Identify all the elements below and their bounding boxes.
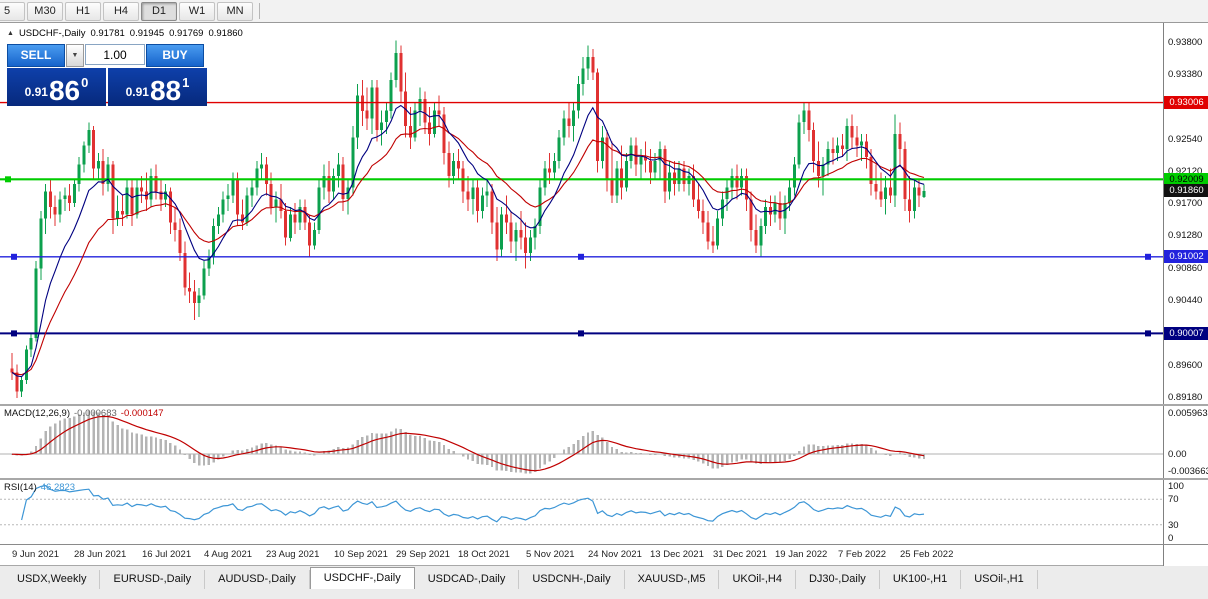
price-scale-label: 0.93380 bbox=[1168, 68, 1203, 80]
rsi-panel[interactable] bbox=[0, 480, 1163, 544]
tab-usoil-h1[interactable]: USOil-,H1 bbox=[961, 570, 1038, 589]
tab-dj30-daily[interactable]: DJ30-,Daily bbox=[796, 570, 880, 589]
price-scale-label: 0.90860 bbox=[1168, 262, 1203, 274]
date-label: 23 Aug 2021 bbox=[266, 549, 320, 560]
rsi-scale-label: 70 bbox=[1168, 494, 1179, 506]
ohlc-low: 0.91769 bbox=[169, 28, 204, 39]
macd-scale-label: 0.005963 bbox=[1168, 408, 1208, 419]
timeframe-5[interactable]: 5 bbox=[0, 1, 25, 21]
ohlc-high: 0.91945 bbox=[129, 28, 165, 39]
price-scale-label: 0.92540 bbox=[1168, 133, 1203, 145]
price-scale[interactable]: 0.93800 0.93380 0.92540 0.92120 0.91700 0.912… bbox=[1163, 23, 1208, 566]
macd-scale-label: 0.00 bbox=[1168, 449, 1187, 461]
tab-usdcad-daily[interactable]: USDCAD-,Daily bbox=[415, 570, 520, 589]
price-line-badge: 0.91002 bbox=[1164, 250, 1208, 264]
date-label: 31 Dec 2021 bbox=[713, 549, 767, 560]
rsi-scale-label: 30 bbox=[1168, 519, 1179, 531]
buy-price-pipette: 1 bbox=[182, 75, 190, 90]
tab-usdchf-daily[interactable]: USDCHF-,Daily bbox=[309, 567, 415, 589]
symbol-label: USDCHF-,Daily bbox=[18, 28, 86, 39]
price-line-badge: 0.90007 bbox=[1164, 326, 1208, 340]
ohlc-open: 0.91781 bbox=[90, 28, 125, 39]
sell-price-prefix: 0.91 bbox=[24, 85, 48, 99]
rsi-value: 46.2823 bbox=[40, 482, 76, 493]
macd-name: MACD(12,26,9) bbox=[4, 408, 70, 419]
date-label: 4 Aug 2021 bbox=[204, 549, 253, 560]
date-label: 10 Sep 2021 bbox=[334, 549, 388, 560]
date-label: 19 Jan 2022 bbox=[775, 549, 828, 560]
time-scale-border bbox=[0, 544, 1208, 545]
timeframe-mn[interactable]: MN bbox=[217, 1, 253, 21]
timeframe-h1[interactable]: H1 bbox=[65, 1, 101, 21]
price-line-badge: 0.93006 bbox=[1164, 96, 1208, 110]
date-label: 29 Sep 2021 bbox=[396, 549, 450, 560]
price-line-badge: 0.91860 bbox=[1164, 184, 1208, 198]
date-label: 18 Oct 2021 bbox=[458, 549, 510, 560]
sell-price-pipette: 0 bbox=[81, 75, 89, 90]
tab-usdx-weekly[interactable]: USDX,Weekly bbox=[4, 570, 101, 589]
date-label: 9 Jun 2021 bbox=[12, 549, 60, 560]
chart-info-line: ▲ USDCHF-,Daily 0.91781 0.91945 0.91769 … bbox=[7, 28, 243, 39]
sell-button[interactable]: SELL bbox=[7, 44, 65, 67]
volume-input[interactable] bbox=[85, 44, 145, 65]
tab-uk100-h1[interactable]: UK100-,H1 bbox=[880, 570, 962, 589]
macd-panel[interactable] bbox=[0, 406, 1163, 478]
panel-separator-macd[interactable] bbox=[0, 404, 1208, 406]
date-label: 24 Nov 2021 bbox=[588, 549, 642, 560]
chart-region: ▲ USDCHF-,Daily 0.91781 0.91945 0.91769 … bbox=[0, 22, 1208, 566]
rsi-scale-label: 100 bbox=[1168, 481, 1184, 492]
price-chart[interactable] bbox=[0, 23, 1163, 404]
timeframe-m30[interactable]: M30 bbox=[27, 1, 63, 21]
tab-ukoil-h4[interactable]: UKOil-,H4 bbox=[719, 570, 796, 589]
date-label: 7 Feb 2022 bbox=[838, 549, 887, 560]
trade-panel-collapse-icon[interactable]: ▲ bbox=[7, 30, 14, 37]
chart-tabbar: USDX,Weekly EURUSD-,Daily AUDUSD-,Daily USD… bbox=[0, 565, 1208, 589]
price-scale-label: 0.91280 bbox=[1168, 230, 1203, 242]
date-label: 13 Dec 2021 bbox=[650, 549, 704, 560]
price-scale-label: 0.93800 bbox=[1168, 36, 1203, 48]
tab-xauusd-m5[interactable]: XAUUSD-,M5 bbox=[625, 570, 720, 589]
tab-usdcnh-daily[interactable]: USDCNH-,Daily bbox=[519, 570, 625, 589]
rsi-label: RSI(14) 46.2823 bbox=[4, 482, 75, 493]
tab-audusd-daily[interactable]: AUDUSD-,Daily bbox=[205, 570, 310, 589]
date-label: 25 Feb 2022 bbox=[900, 549, 954, 560]
panel-separator-rsi[interactable] bbox=[0, 478, 1208, 480]
buy-price-big: 88 bbox=[149, 75, 182, 106]
macd-main-value: -0.000683 bbox=[74, 408, 117, 419]
date-label: 28 Jun 2021 bbox=[74, 549, 127, 560]
date-label: 5 Nov 2021 bbox=[526, 549, 575, 560]
buy-price-prefix: 0.91 bbox=[125, 85, 149, 99]
price-scale-label: 0.89180 bbox=[1168, 392, 1203, 404]
ohlc-close: 0.91860 bbox=[208, 28, 243, 39]
timeframe-h4[interactable]: H4 bbox=[103, 1, 139, 21]
chevron-down-icon: ▼ bbox=[71, 52, 79, 59]
volume-dropdown-button[interactable]: ▼ bbox=[66, 44, 84, 67]
buy-price-display[interactable]: 0.91 88 1 bbox=[108, 68, 207, 106]
price-scale-label: 0.91700 bbox=[1168, 198, 1203, 210]
price-line-badge: 0.92009 bbox=[1164, 172, 1208, 186]
bottom-strip bbox=[0, 589, 1208, 599]
macd-scale-label: -0.003663 bbox=[1168, 466, 1208, 477]
price-scale-label: 0.92120 bbox=[1168, 165, 1203, 177]
tab-eurusd-daily[interactable]: EURUSD-,Daily bbox=[100, 570, 206, 589]
date-label: 16 Jul 2021 bbox=[142, 549, 192, 560]
macd-label: MACD(12,26,9) -0.000683 -0.000147 bbox=[4, 408, 164, 419]
sell-price-big: 86 bbox=[48, 75, 81, 106]
price-scale-label: 0.89600 bbox=[1168, 359, 1203, 371]
toolbar-separator bbox=[259, 3, 260, 19]
timeframe-d1[interactable]: D1 bbox=[141, 1, 177, 21]
price-scale-label: 0.90440 bbox=[1168, 295, 1203, 307]
sell-price-display[interactable]: 0.91 86 0 bbox=[7, 68, 106, 106]
rsi-scale-label: 0 bbox=[1168, 533, 1174, 544]
macd-signal-value: -0.000147 bbox=[120, 408, 164, 419]
timeframe-toolbar: 5 M30 H1 H4 D1 W1 MN bbox=[0, 0, 1208, 23]
timeframe-w1[interactable]: W1 bbox=[179, 1, 215, 21]
rsi-name: RSI(14) bbox=[4, 482, 37, 493]
time-scale[interactable]: 9 Jun 2021 28 Jun 2021 16 Jul 2021 4 Aug 20… bbox=[0, 545, 1163, 566]
buy-button[interactable]: BUY bbox=[146, 44, 204, 67]
